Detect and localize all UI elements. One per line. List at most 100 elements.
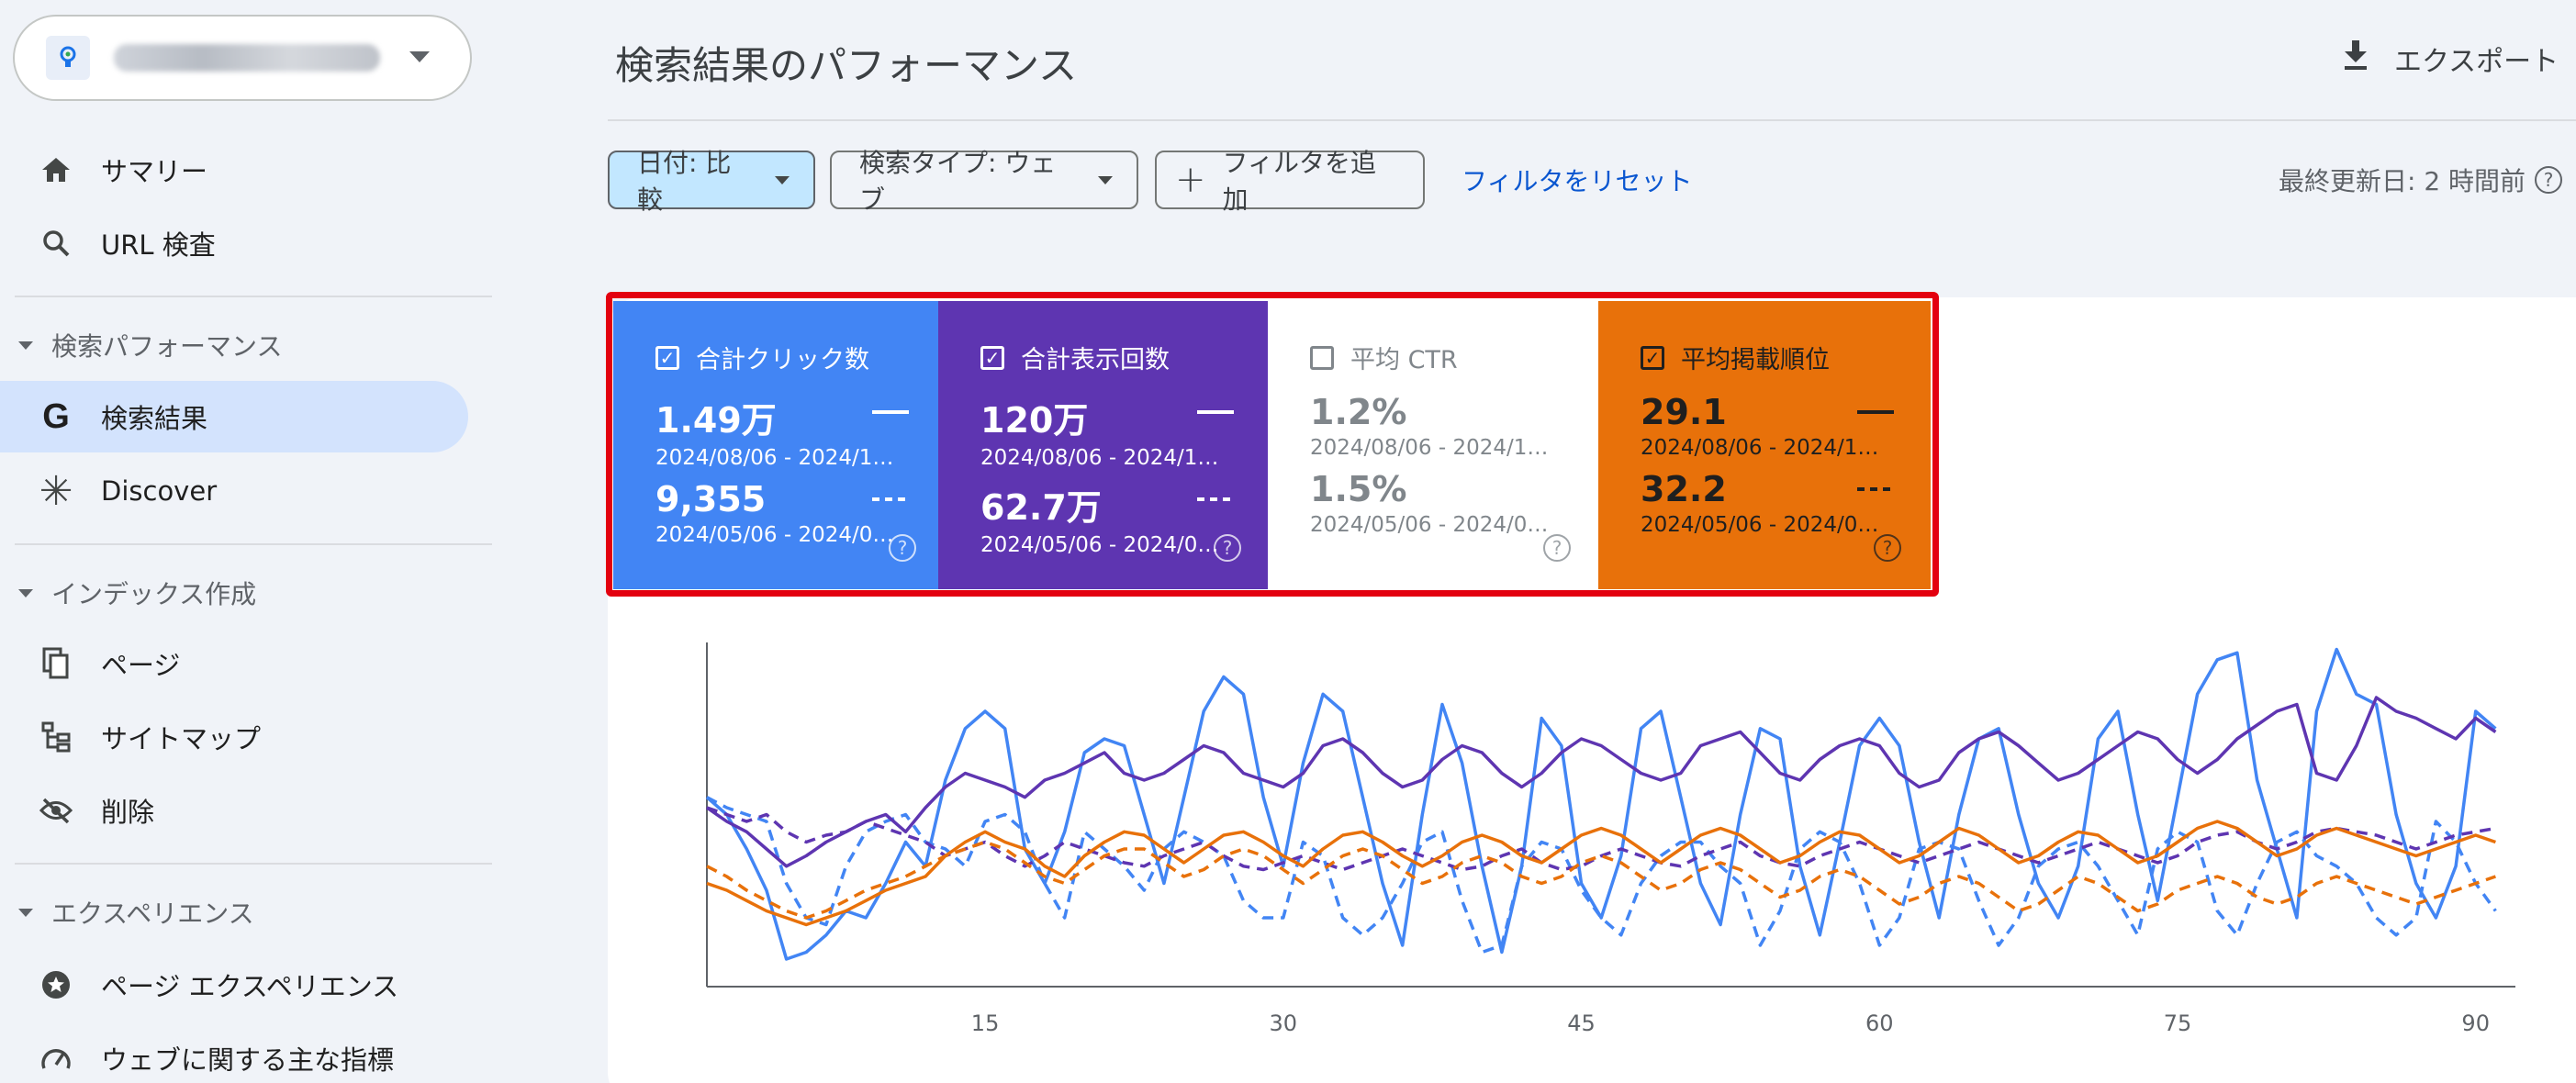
x-tick-label: 30 [1270, 1010, 1298, 1036]
search-icon [33, 229, 79, 258]
visibility-off-icon [33, 797, 79, 824]
help-icon[interactable]: ? [1543, 534, 1571, 562]
performance-chart: 15 30 45 60 75 90 [705, 642, 2515, 1036]
metric-previous: 9,355 2024/05/06 - 2024/08/04 [655, 479, 944, 547]
series-line-impressions-solid [706, 696, 2497, 868]
dashed-line-legend [872, 497, 909, 501]
search-type-label: 検索タイプ: ウェブ [859, 148, 1057, 215]
caret-down-icon [18, 588, 33, 597]
section-indexing[interactable]: インデックス作成 [18, 575, 256, 611]
sidebar-item-pages[interactable]: ページ [0, 628, 468, 699]
download-icon [2341, 39, 2370, 79]
sidebar-item-removals[interactable]: 削除 [0, 775, 468, 846]
x-tick-label: 45 [1567, 1010, 1596, 1036]
dashed-line-legend [1857, 487, 1894, 491]
sidebar-item-discover[interactable]: ✳ Discover [0, 455, 468, 527]
metric-value-current: 1.2% [1310, 392, 1407, 432]
metric-card-position[interactable]: ✓ 平均掲載順位 29.1 2024/08/06 - 2024/11/04 32… [1598, 301, 1931, 589]
sidebar-divider [15, 863, 492, 865]
property-selector[interactable] [13, 15, 472, 101]
checkbox-checked-icon[interactable]: ✓ [655, 345, 679, 370]
export-button[interactable]: エクスポート [2341, 39, 2559, 79]
home-icon [33, 156, 79, 184]
checkbox-checked-icon[interactable]: ✓ [1641, 345, 1664, 370]
metric-current: 1.49万 2024/08/06 - 2024/11/04 [655, 392, 944, 470]
caret-down-icon [18, 341, 33, 350]
speed-icon [33, 1044, 79, 1072]
metric-previous: 32.2 2024/05/06 - 2024/08/04 [1641, 469, 1931, 537]
sidebar: サマリー URL 検査 検索パフォーマンス G 検索結果 ✳ Discover … [0, 0, 492, 1083]
series-line-position-solid [706, 820, 2496, 927]
metric-current: 1.2% 2024/08/06 - 2024/11/04 [1310, 392, 1598, 460]
section-performance[interactable]: 検索パフォーマンス [18, 327, 282, 363]
metric-card-ctr[interactable]: 平均 CTR 1.2% 2024/08/06 - 2024/11/04 1.5%… [1268, 301, 1598, 589]
header-divider [608, 119, 2576, 121]
export-label: エクスポート [2394, 46, 2559, 78]
metric-current: 29.1 2024/08/06 - 2024/11/04 [1641, 392, 1931, 460]
metric-value-previous: 32.2 [1641, 469, 1727, 509]
checkbox-unchecked-icon[interactable] [1310, 345, 1334, 370]
sidebar-item-label: ページ エクスペリエンス [101, 971, 399, 1002]
sidebar-item-search-results[interactable]: G 検索結果 [0, 381, 468, 452]
date-filter-chip[interactable]: 日付: 比較 [608, 148, 815, 215]
sidebar-item-label: ページ [101, 650, 181, 681]
search-type-filter-chip[interactable]: 検索タイプ: ウェブ [830, 148, 1138, 215]
sidebar-item-sitemaps[interactable]: サイトマップ [0, 701, 468, 773]
asterisk-icon: ✳ [39, 467, 73, 515]
metric-value-current: 1.49万 [655, 400, 777, 441]
sidebar-divider [15, 543, 492, 545]
property-name-redacted [114, 44, 380, 72]
sidebar-item-label: サマリー [101, 156, 208, 187]
metrics-highlight-box [606, 292, 1939, 597]
solid-line-legend [872, 410, 909, 414]
series-line-position-dashed [706, 840, 2496, 920]
metric-card-clicks[interactable]: ✓ 合計クリック数 1.49万 2024/08/06 - 2024/11/04 … [613, 301, 944, 589]
sidebar-item-label: 削除 [101, 797, 155, 828]
date-filter-label: 日付: 比較 [637, 148, 732, 215]
help-icon[interactable]: ? [889, 534, 916, 562]
sidebar-item-label: 検索結果 [101, 403, 208, 434]
metric-header: ✓ 合計表示回数 [980, 340, 1269, 375]
series-line-clicks-solid [705, 647, 2497, 961]
sidebar-item-page-experience[interactable]: ページ エクスペリエンス [0, 949, 468, 1021]
sidebar-item-label: サイトマップ [101, 723, 262, 754]
metric-previous: 1.5% 2024/05/06 - 2024/08/04 [1310, 469, 1598, 537]
solid-line-legend [1857, 410, 1894, 414]
metric-label: 平均 CTR [1350, 346, 1458, 374]
metric-value-current: 120万 [980, 400, 1089, 441]
solid-line-legend [1197, 410, 1234, 414]
metric-label: 合計表示回数 [1021, 346, 1170, 374]
chevron-down-icon[interactable] [409, 51, 430, 62]
caret-down-icon [775, 175, 790, 184]
sidebar-item-label: Discover [101, 475, 218, 507]
caret-down-icon [18, 908, 33, 917]
sidebar-item-label: ウェブに関する主な指標 [101, 1044, 395, 1076]
metric-value-previous: 1.5% [1310, 469, 1407, 509]
metric-label: 合計クリック数 [696, 346, 869, 374]
section-label: 検索パフォーマンス [51, 331, 283, 362]
checkbox-checked-icon[interactable]: ✓ [980, 345, 1004, 370]
add-filter-button[interactable]: + フィルタを追加 [1155, 148, 1425, 215]
section-label: エクスペリエンス [51, 899, 254, 929]
section-experience[interactable]: エクスペリエンス [18, 894, 254, 931]
metric-card-impressions[interactable]: ✓ 合計表示回数 120万 2024/08/06 - 2024/11/04 62… [938, 301, 1269, 589]
sidebar-item-url-inspection[interactable]: URL 検査 [0, 207, 468, 279]
sidebar-item-label: URL 検査 [101, 229, 216, 261]
metric-value-previous: 62.7万 [980, 487, 1102, 528]
page-title: 検索結果のパフォーマンス [615, 43, 1078, 88]
sidebar-item-core-web-vitals[interactable]: ウェブに関する主な指標 [0, 1022, 468, 1083]
help-icon[interactable]: ? [1874, 534, 1901, 562]
pages-icon [33, 647, 79, 680]
reset-filters-link[interactable]: フィルタをリセット [1462, 166, 1693, 196]
x-tick-label: 60 [1865, 1010, 1894, 1036]
plus-icon: + [1175, 159, 1206, 201]
x-tick-label: 90 [2461, 1010, 2490, 1036]
star-badge-icon [33, 969, 79, 1000]
help-icon[interactable]: ? [1214, 534, 1241, 562]
metric-previous: 62.7万 2024/05/06 - 2024/08/04 [980, 479, 1269, 557]
series-line-clicks-dashed [706, 796, 2497, 955]
sidebar-divider [15, 296, 492, 297]
sidebar-item-summary[interactable]: サマリー [0, 134, 468, 206]
metric-value-previous: 9,355 [655, 479, 767, 519]
help-icon[interactable]: ? [2535, 166, 2563, 194]
